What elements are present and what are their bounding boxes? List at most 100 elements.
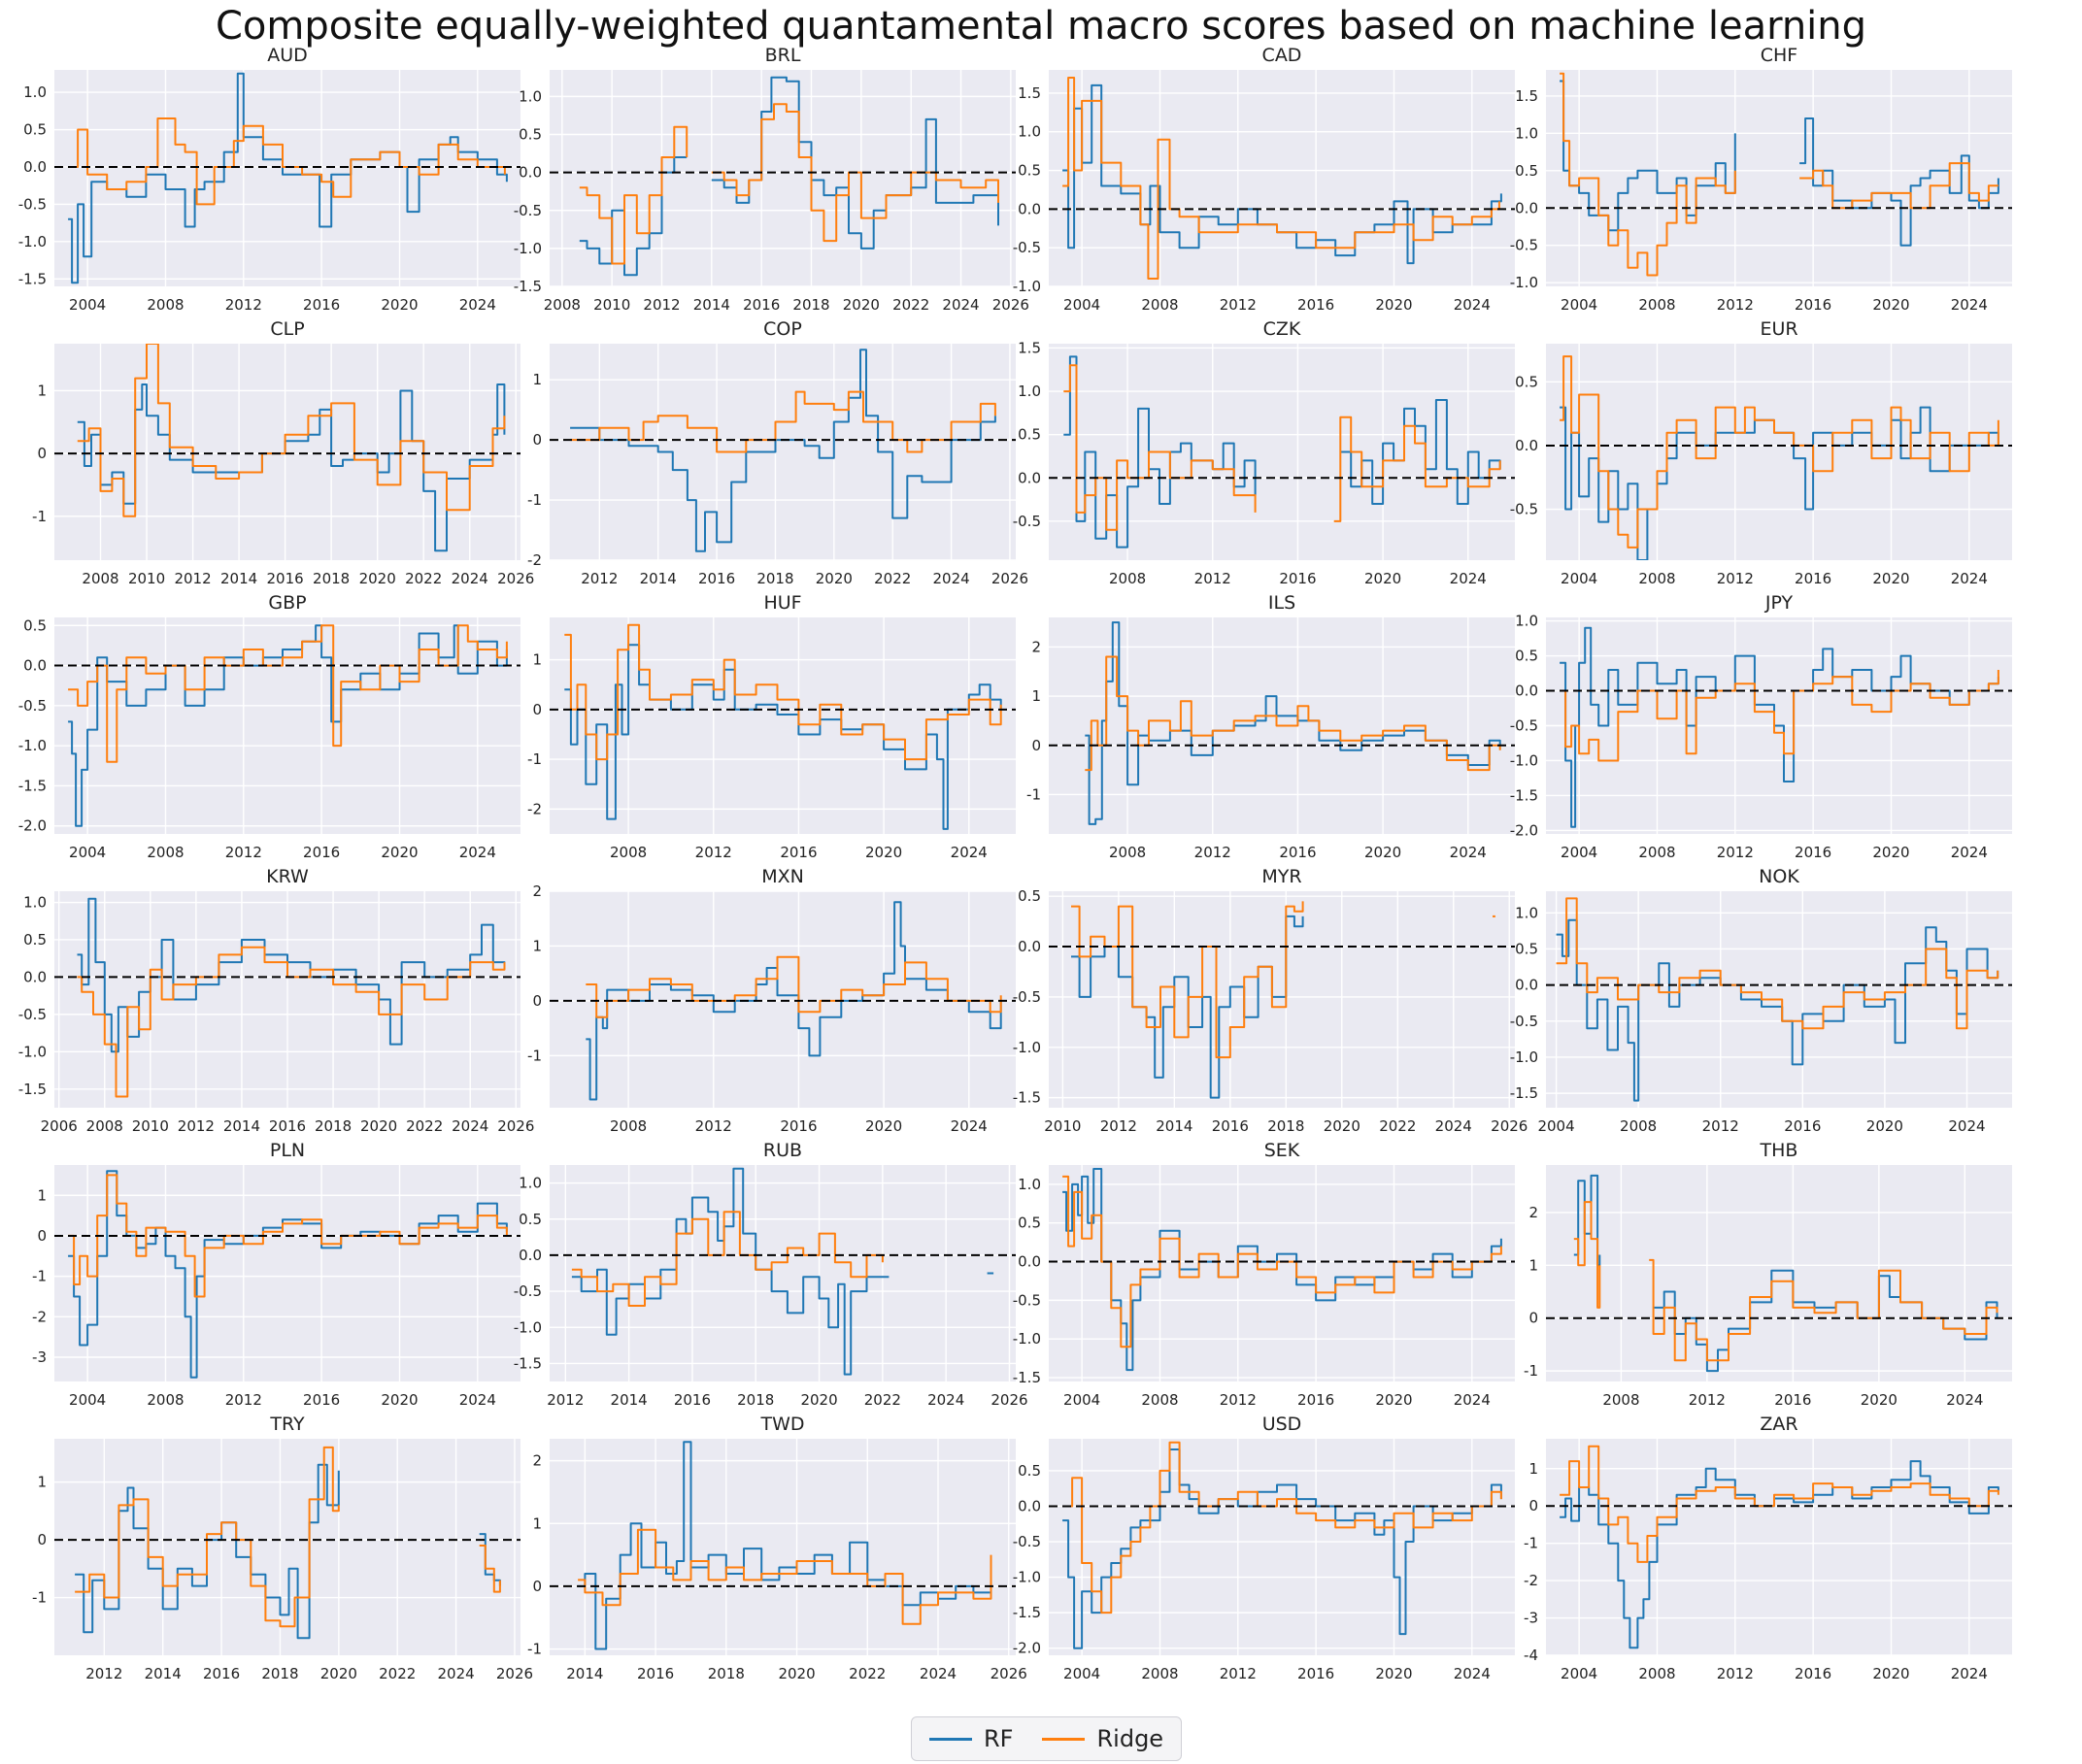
x-tick-label: 2016 xyxy=(1297,1391,1334,1409)
series-ridge-line xyxy=(1556,897,1999,1030)
x-tick-label: 2016 xyxy=(1795,296,1831,314)
x-tick-label: 2004 xyxy=(69,1391,106,1409)
y-tick-label: -0.5 xyxy=(18,1006,47,1023)
y-tick-label: -1.0 xyxy=(18,737,47,754)
y-tick-label: -1 xyxy=(1524,1535,1538,1552)
x-tick-label: 2016 xyxy=(1212,1117,1249,1135)
x-tick-label: 2020 xyxy=(1861,1391,1897,1409)
y-tick-label: 1 xyxy=(37,382,47,399)
y-tick-label: 0 xyxy=(1528,1310,1538,1327)
series-ridge-line xyxy=(711,103,999,243)
x-tick-label: 2018 xyxy=(1267,1117,1304,1135)
x-tick-label: 2020 xyxy=(359,570,396,587)
x-tick-label: 2020 xyxy=(800,1391,837,1409)
y-tick-label: 1.5 xyxy=(1515,87,1538,105)
x-tick-label: 2012 xyxy=(1702,1117,1739,1135)
x-tick-label: 2020 xyxy=(843,296,880,314)
panel-title: COP xyxy=(763,318,802,340)
plot-area xyxy=(1546,1439,2012,1655)
y-tick-label: -2 xyxy=(527,800,542,817)
y-tick-label: -0.5 xyxy=(1510,501,1538,518)
x-tick-label: 2024 xyxy=(452,570,488,587)
y-tick-label: -1.5 xyxy=(1510,1084,1538,1102)
y-tick-label: -3 xyxy=(32,1348,47,1366)
x-tick-label: 2008 xyxy=(1620,1117,1657,1135)
panel-title: CHF xyxy=(1761,45,1797,66)
x-tick-label: 2018 xyxy=(708,1665,745,1682)
y-tick-label: 0.0 xyxy=(1515,682,1538,700)
x-tick-label: 2020 xyxy=(381,844,418,861)
plot-area xyxy=(550,617,1016,834)
plot-area xyxy=(550,1165,1016,1381)
series-ridge-line xyxy=(578,1528,992,1625)
x-tick-label: 2026 xyxy=(1491,1117,1528,1135)
x-tick-label: 2020 xyxy=(1375,296,1412,314)
x-tick-label: 2022 xyxy=(405,570,442,587)
series-ridge-line xyxy=(1062,1175,1502,1348)
x-tick-label: 2010 xyxy=(1044,1117,1081,1135)
panel-cad: 2004 2008 2012 2016 2020 2024 -1.0 -0.5 0.0 0.5 1.… xyxy=(1013,45,1515,314)
y-tick-label: 0 xyxy=(532,431,542,449)
y-tick-label: -0.5 xyxy=(1013,513,1041,530)
series-rf-line xyxy=(1560,626,1999,828)
x-tick-label: 2004 xyxy=(69,296,106,314)
x-tick-label: 2012 xyxy=(1220,1391,1257,1409)
x-tick-label: 2024 xyxy=(1948,1117,1985,1135)
y-tick-label: 2 xyxy=(1528,1204,1538,1221)
panel-title: TRY xyxy=(269,1414,305,1435)
x-tick-label: 2014 xyxy=(223,1117,260,1135)
y-tick-label: 1.0 xyxy=(1515,613,1538,630)
panel-cop: 2012 2014 2016 2018 2020 2022 2024 2026 -2 -1 0 1 CO… xyxy=(527,318,1028,587)
x-tick-label: 2004 xyxy=(1561,844,1597,861)
x-tick-label: 2012 xyxy=(1717,1665,1754,1682)
y-tick-label: 0.5 xyxy=(1515,373,1538,390)
y-tick-label: -1.5 xyxy=(18,1081,47,1098)
y-tick-label: -3 xyxy=(1524,1610,1538,1627)
x-tick-label: 2012 xyxy=(1717,844,1754,861)
series-ridge-line xyxy=(564,623,1002,761)
x-tick-label: 2024 xyxy=(951,1117,988,1135)
x-tick-label: 2024 xyxy=(459,296,496,314)
y-tick-label: -1 xyxy=(527,750,542,768)
legend-label-rf: RF xyxy=(984,1725,1014,1752)
x-tick-label: 2004 xyxy=(1561,570,1597,587)
y-tick-label: -2.0 xyxy=(1510,821,1538,839)
series-ridge-line xyxy=(571,1211,884,1307)
x-tick-label: 2016 xyxy=(203,1665,240,1682)
x-tick-label: 2014 xyxy=(611,1391,648,1409)
x-tick-label: 2016 xyxy=(1795,570,1831,587)
panel-title: JPY xyxy=(1764,592,1794,614)
x-tick-label: 2008 xyxy=(544,296,581,314)
x-tick-label: 2016 xyxy=(1279,570,1316,587)
panel-jpy: 2004 2008 2012 2016 2020 2024 -2.0 -1.5 -1.0 -0.5… xyxy=(1510,592,2012,861)
series-rf-line xyxy=(1560,406,1999,560)
x-tick-label: 2024 xyxy=(1454,296,1491,314)
x-tick-label: 2012 xyxy=(643,296,680,314)
x-tick-label: 2004 xyxy=(1561,1665,1597,1682)
plot-area xyxy=(1049,1165,1515,1381)
x-tick-label: 2012 xyxy=(1717,296,1754,314)
x-tick-label: 2018 xyxy=(756,570,793,587)
panel-title: RUB xyxy=(763,1140,802,1161)
x-tick-label: 2014 xyxy=(566,1665,603,1682)
panel-thb: 2008 2012 2016 2020 2024 -1 0 1 2 THB xyxy=(1524,1140,2012,1409)
x-tick-label: 2004 xyxy=(1063,1391,1100,1409)
x-tick-label: 2024 xyxy=(459,844,496,861)
x-tick-label: 2024 xyxy=(932,570,969,587)
y-tick-label: -0.5 xyxy=(1013,988,1041,1006)
x-tick-label: 2016 xyxy=(780,844,817,861)
x-tick-label: 2016 xyxy=(1795,1665,1831,1682)
x-tick-label: 2012 xyxy=(695,844,732,861)
y-tick-label: -1.0 xyxy=(1510,751,1538,769)
x-tick-label: 2022 xyxy=(379,1665,416,1682)
y-tick-label: 1.0 xyxy=(1018,383,1041,400)
x-tick-label: 2012 xyxy=(547,1391,584,1409)
x-tick-label: 2018 xyxy=(792,296,829,314)
plot-area xyxy=(550,1439,1016,1655)
x-tick-label: 2020 xyxy=(778,1665,815,1682)
y-tick-label: 0 xyxy=(1031,737,1041,754)
panel-ils: 2008 2012 2016 2020 2024 -1 0 1 2 ILS xyxy=(1026,592,1515,861)
series-ridge-line xyxy=(1062,1441,1502,1614)
x-tick-label: 2014 xyxy=(693,296,730,314)
y-tick-label: 0 xyxy=(37,1531,47,1548)
